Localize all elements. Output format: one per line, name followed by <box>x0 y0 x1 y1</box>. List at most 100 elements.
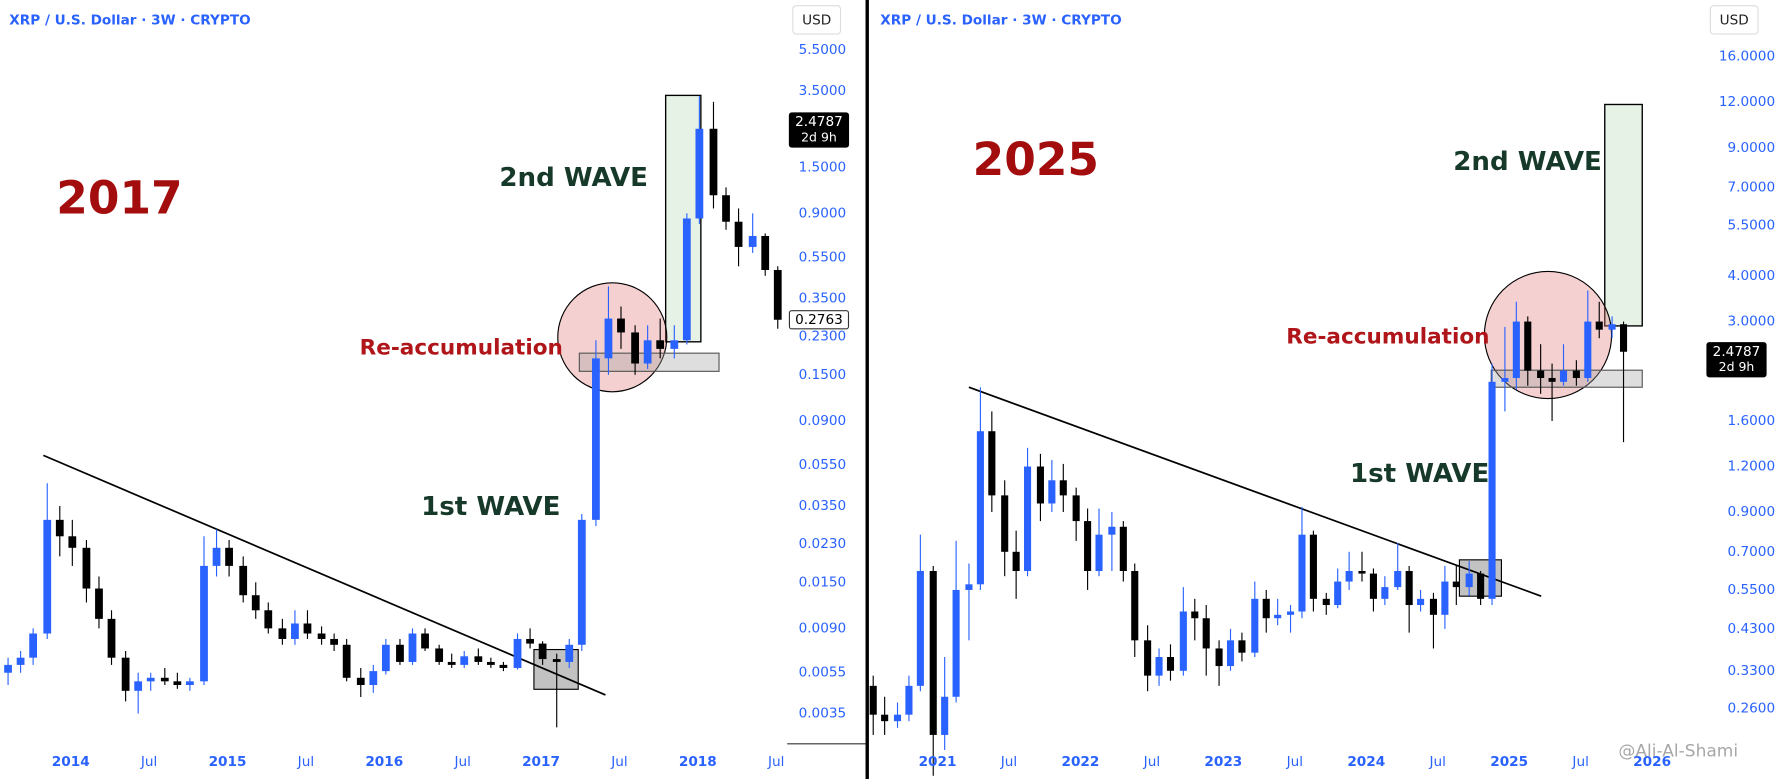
candle-body <box>695 128 704 219</box>
candle-body <box>107 618 116 658</box>
x-tick-label: Jul <box>610 754 627 770</box>
candle-body <box>773 269 782 320</box>
year-label: 2017 <box>56 171 182 224</box>
panel-divider <box>865 0 869 779</box>
y-tick-label: 0.1500 <box>799 367 847 383</box>
candle-body <box>513 638 522 668</box>
currency-button[interactable] <box>792 5 842 35</box>
candle-body <box>291 623 299 639</box>
candle-body <box>43 519 52 634</box>
candle-body <box>1334 581 1342 606</box>
candle-body <box>1537 370 1545 378</box>
candle-body <box>1465 573 1473 588</box>
x-tick-label: Jul <box>140 754 157 770</box>
candle-body <box>538 643 547 660</box>
y-tick-label: 0.0550 <box>799 457 847 473</box>
candle-body <box>869 685 877 715</box>
x-tick-label: 2017 <box>522 754 560 770</box>
candle-body <box>474 656 483 662</box>
y-tick-label: 5.5000 <box>1727 218 1775 234</box>
symbol-title: XRP / U.S. Dollar · 3W · CRYPTO <box>880 12 1121 28</box>
currency-label: USD <box>1720 12 1749 28</box>
candle-body <box>381 644 390 672</box>
y-tick-label: 0.0230 <box>799 536 847 552</box>
y-tick-label: 3.5000 <box>799 83 847 99</box>
candle-body <box>1119 526 1127 572</box>
candle-body <box>225 547 233 566</box>
candle-body <box>186 681 194 686</box>
y-tick-label: 0.0350 <box>799 498 847 514</box>
candle-body <box>356 677 365 686</box>
candle-body <box>965 584 973 590</box>
candle-body <box>4 664 12 673</box>
candle-body <box>1394 571 1402 588</box>
candle-body <box>604 318 613 359</box>
wave-label: 1st WAVE <box>421 492 560 522</box>
candle-body <box>1012 551 1020 572</box>
x-tick-label: 2021 <box>919 754 957 770</box>
candle-body <box>173 681 182 686</box>
candle-body <box>1608 324 1616 330</box>
candle-body <box>1251 598 1259 653</box>
y-tick-label: 4.0000 <box>1727 268 1775 284</box>
candle-body <box>1345 571 1353 582</box>
candle-body <box>709 128 718 196</box>
candle-body <box>1572 370 1580 378</box>
reaccumulation-label: Re-accumulation <box>1286 324 1489 349</box>
candle-body <box>200 565 208 682</box>
candle-body <box>1512 321 1520 378</box>
candles <box>4 96 782 728</box>
candle-body <box>643 340 652 364</box>
candle-body <box>1358 571 1366 574</box>
candle-body <box>29 633 38 658</box>
y-tick-label: 12.0000 <box>1719 94 1775 110</box>
x-tick-label: Jul <box>1143 754 1160 770</box>
candle-body <box>1584 321 1592 378</box>
x-tick-label: 2018 <box>679 754 717 770</box>
candle-body <box>212 547 221 566</box>
candle-body <box>1179 611 1187 671</box>
candle-body <box>342 644 351 678</box>
x-tick-label: Jul <box>453 754 470 770</box>
candle-body <box>264 610 273 629</box>
y-tick-label: 0.9000 <box>1727 504 1775 520</box>
candle-body <box>486 661 495 665</box>
candle-body <box>1084 521 1092 572</box>
candle-body <box>369 671 378 686</box>
x-tick-label: 2023 <box>1204 754 1242 770</box>
price-tag <box>788 112 850 148</box>
watermark: @Ali-Al-Shami <box>1618 742 1738 762</box>
candle-body <box>1001 495 1009 552</box>
candle-body <box>1191 611 1199 619</box>
x-tick-label: Jul <box>1571 754 1588 770</box>
currency-label: USD <box>802 12 831 28</box>
candle-body <box>952 589 960 697</box>
candle-body <box>905 685 913 715</box>
candle-body <box>251 595 260 611</box>
candle-body <box>988 431 996 496</box>
candle-body <box>1595 321 1603 330</box>
currency-button[interactable] <box>1709 5 1759 35</box>
candle-body <box>881 714 889 722</box>
candle-body <box>1072 495 1080 522</box>
y-tick-label: 0.2300 <box>799 328 847 344</box>
candle-body <box>1286 611 1295 615</box>
candle-body <box>670 340 679 349</box>
candle-body <box>1619 324 1628 352</box>
candle-body <box>1452 581 1460 588</box>
candle-body <box>976 431 984 585</box>
candle-body <box>1298 534 1306 612</box>
candle-body <box>1501 377 1509 382</box>
x-tick-label: 2025 <box>1490 754 1528 770</box>
y-tick-label: 0.7000 <box>1727 544 1775 560</box>
x-tick-label: 2022 <box>1061 754 1099 770</box>
x-tick-label: 2016 <box>365 754 403 770</box>
year-label: 2025 <box>973 133 1099 186</box>
price-tag <box>788 310 850 330</box>
candle-body <box>1202 618 1210 649</box>
price-tag-countdown: 2d 9h <box>1719 359 1755 374</box>
candle-body <box>1131 571 1139 641</box>
candle-body <box>447 661 456 665</box>
